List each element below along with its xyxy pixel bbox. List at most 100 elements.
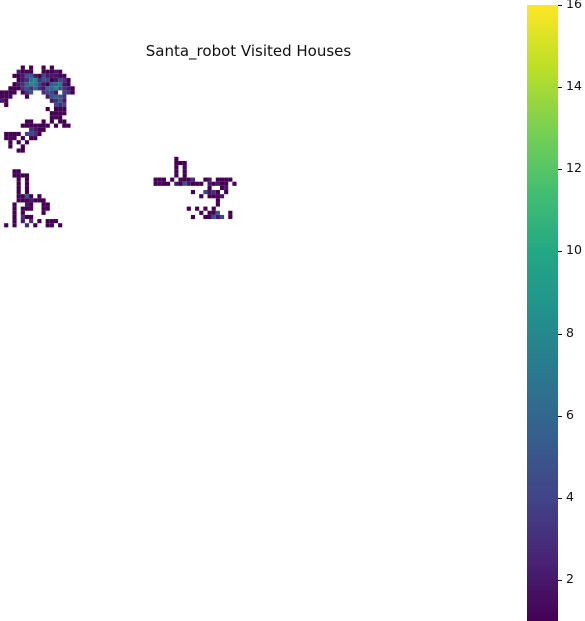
heatmap-cell [58, 73, 63, 78]
heatmap-cell [29, 90, 34, 95]
heatmap-cell [29, 131, 34, 137]
heatmap-cell [12, 169, 17, 174]
heatmap-cell [215, 210, 220, 215]
colorbar-tick-mark [558, 415, 562, 417]
heatmap-cell [16, 73, 21, 78]
heatmap-cell [12, 206, 17, 211]
heatmap-cell [29, 119, 34, 124]
heatmap-cell [53, 77, 59, 83]
heatmap-cell [16, 82, 21, 87]
heatmap-cell [58, 77, 63, 83]
heatmap-cell [58, 86, 63, 91]
heatmap-cell [8, 90, 13, 95]
heatmap-cell [190, 214, 196, 220]
heatmap-cell [199, 194, 204, 199]
heatmap-cell [4, 131, 9, 137]
heatmap-cell [45, 69, 50, 74]
heatmap-cell [58, 115, 63, 120]
heatmap-cell [37, 198, 42, 203]
heatmap-cell [29, 69, 34, 74]
heatmap-cell [49, 65, 54, 70]
heatmap-cell [16, 198, 21, 203]
heatmap-cell [16, 169, 21, 174]
heatmap-cell [24, 94, 30, 99]
heatmap-cell [12, 210, 17, 215]
heatmap-cell [12, 90, 17, 95]
heatmap-cell [20, 194, 25, 199]
heatmap-cell [33, 136, 38, 141]
heatmap-cell [203, 206, 208, 211]
heatmap-cell [20, 82, 25, 87]
heatmap-cell [49, 90, 54, 95]
colorbar-tick-mark [558, 497, 562, 499]
heatmap-cell [33, 198, 38, 203]
heatmap-cell [215, 177, 220, 182]
heatmap-cell [8, 94, 13, 99]
heatmap-cell [49, 111, 54, 116]
heatmap-cell [203, 214, 208, 220]
heatmap-cell [29, 214, 34, 220]
heatmap-cell [4, 98, 9, 103]
heatmap-cell [66, 82, 71, 87]
heatmap-cell [37, 219, 42, 224]
heatmap-cell [37, 131, 42, 137]
heatmap-cell [219, 214, 225, 220]
heatmap-cell [178, 160, 183, 166]
heatmap-cell [224, 181, 229, 186]
heatmap-cell [62, 94, 67, 99]
colorbar-tick-label: 4 [566, 488, 574, 504]
heatmap-cell [12, 223, 17, 228]
heatmap-cell [29, 82, 34, 87]
heatmap-cell [58, 69, 63, 74]
heatmap-cell [29, 127, 34, 132]
heatmap-cell [8, 144, 13, 149]
heatmap-cell [199, 210, 204, 215]
heatmap-cell [20, 77, 25, 83]
heatmap-cell [41, 210, 46, 215]
heatmap-cell [37, 194, 42, 199]
heatmap-cell [215, 190, 220, 195]
heatmap-cell [29, 73, 34, 78]
heatmap-cell [20, 86, 25, 91]
heatmap-cell [215, 194, 220, 199]
heatmap-cell [219, 181, 225, 186]
colorbar-tick-mark [558, 169, 562, 171]
heatmap-cell [174, 169, 179, 174]
heatmap-cell [20, 219, 25, 224]
heatmap-cell [45, 90, 50, 95]
heatmap-cell [203, 190, 208, 195]
heatmap-cell [190, 181, 196, 186]
heatmap-cell [24, 82, 30, 87]
heatmap-cell [29, 202, 34, 207]
heatmap-cell [20, 148, 25, 153]
heatmap-cell [195, 181, 200, 186]
heatmap-cell [166, 181, 171, 186]
heatmap-cell [190, 190, 196, 195]
heatmap-cell [53, 123, 59, 128]
colorbar-tick-label: 2 [566, 570, 574, 586]
heatmap-cell [20, 123, 25, 128]
colorbar-tick-label: 14 [566, 78, 582, 94]
heatmap-cell [20, 198, 25, 203]
heatmap-cell [24, 177, 30, 182]
chart-title: Santa_robot Visited Houses [145, 42, 352, 60]
heatmap-cell [58, 223, 63, 228]
heatmap-cell [49, 219, 54, 224]
heatmap-cell [70, 90, 75, 95]
heatmap-cell [16, 194, 21, 199]
heatmap-cell [37, 73, 42, 78]
heatmap-cell [45, 73, 50, 78]
heatmap-cell [178, 177, 183, 182]
heatmap-cell [33, 73, 38, 78]
heatmap-cell [211, 210, 216, 215]
heatmap-cell [195, 206, 200, 211]
heatmap-cell [16, 185, 21, 190]
heatmap-cell [70, 86, 75, 91]
heatmap-cell [24, 140, 30, 145]
heatmap-cell [8, 136, 13, 141]
heatmap-cell [41, 90, 46, 95]
heatmap-cell [24, 77, 30, 83]
heatmap-cell [58, 107, 63, 112]
heatmap-cell [20, 173, 25, 178]
heatmap-cell [33, 131, 38, 137]
